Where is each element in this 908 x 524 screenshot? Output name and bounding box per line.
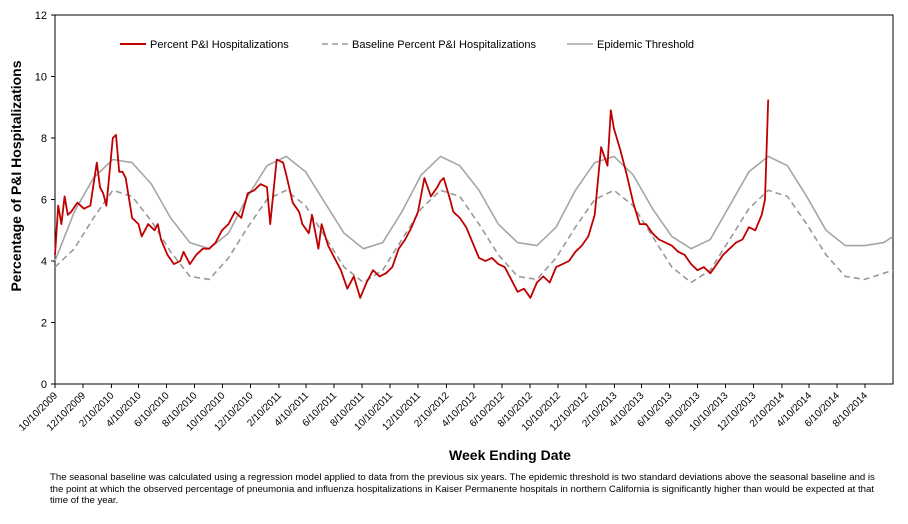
y-axis: 0 2 4 6 8 10 12 (35, 10, 55, 391)
y-tick-label: 2 (41, 318, 47, 330)
y-tick-label: 6 (41, 195, 47, 207)
y-tick-label: 12 (35, 10, 47, 22)
legend-label-3: Epidemic Threshold (597, 39, 694, 51)
x-axis: 10/10/200912/10/20092/10/20104/10/20106/… (17, 384, 870, 434)
y-tick-label: 10 (35, 72, 47, 84)
legend-label-1: Percent P&I Hospitalizations (150, 39, 289, 51)
y-tick-label: 8 (41, 133, 47, 145)
chart: 0 2 4 6 8 10 12 10/10/200912/10/20092/10/20104… (8, 10, 894, 463)
legend: Percent P&I Hospitalizations Baseline Per… (120, 39, 694, 51)
y-tick-label: 4 (41, 256, 47, 268)
y-axis-label: Percentage of P&I Hospitalizations (8, 60, 24, 291)
plot-area (54, 14, 894, 385)
series-line-2 (54, 189, 894, 284)
series-line-3 (54, 155, 894, 262)
series-line-1 (54, 99, 770, 299)
legend-label-2: Baseline Percent P&I Hospitalizations (352, 39, 537, 51)
footnote: The seasonal baseline was calculated usi… (50, 472, 875, 507)
series-lines (54, 99, 894, 299)
x-axis-label: Week Ending Date (449, 447, 571, 463)
y-tick-label: 0 (41, 379, 47, 391)
